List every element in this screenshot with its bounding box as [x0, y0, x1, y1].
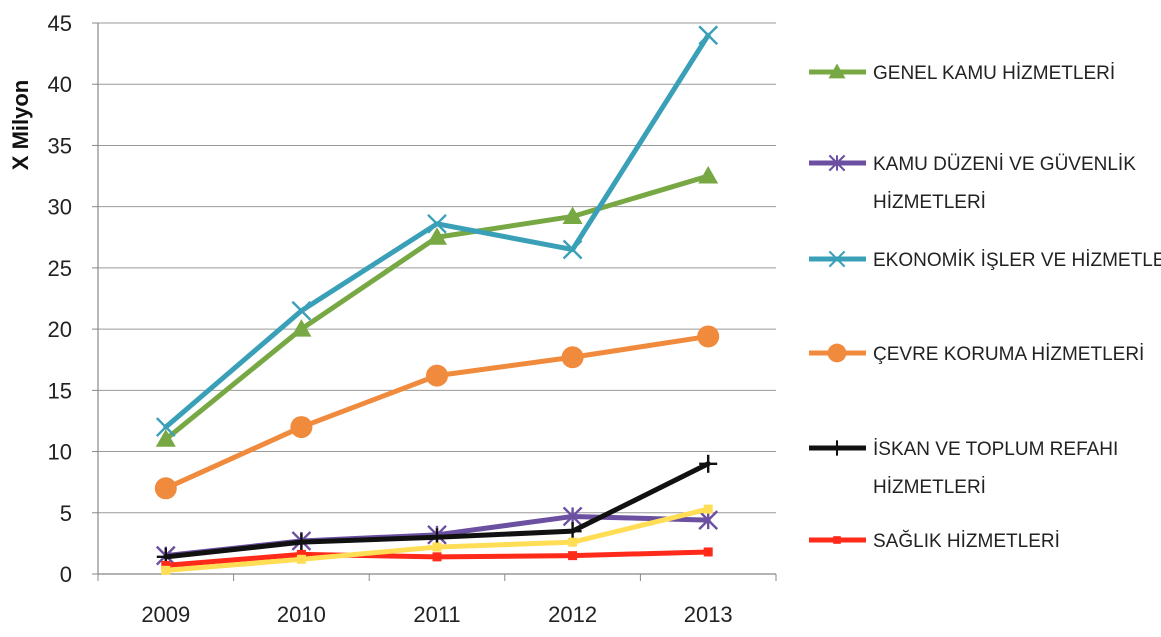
y-axis-label: X Milyon — [8, 80, 33, 170]
y-tick-label: 45 — [48, 11, 72, 36]
y-tick-label: 30 — [48, 195, 72, 220]
y-tick-label: 20 — [48, 317, 72, 342]
data-point-marker — [155, 429, 176, 447]
data-point-marker — [161, 560, 171, 570]
data-point-marker — [291, 300, 312, 321]
legend-item: SAĞLIK HİZMETLERİ — [809, 530, 1060, 552]
data-point-marker — [296, 554, 306, 564]
x-tick-labels: 2009 2010 2011 2012 2013 — [141, 602, 732, 627]
data-point-marker — [828, 154, 846, 172]
legend-item: ÇEVRE KORUMA HİZMETLERİ — [809, 343, 1144, 365]
data-point-marker — [290, 416, 313, 439]
y-tick-label: 5 — [60, 501, 72, 526]
data-point-marker — [828, 63, 846, 79]
data-point-marker — [154, 477, 177, 500]
legend-label: SAĞLIK HİZMETLERİ — [873, 530, 1060, 552]
y-tick-label: 0 — [60, 562, 72, 587]
y-tick-label: 35 — [48, 133, 72, 158]
series-3 — [154, 325, 720, 500]
data-point-marker — [568, 537, 578, 547]
data-point-marker — [697, 325, 720, 348]
data-point-marker — [828, 250, 846, 268]
x-tick-label: 2009 — [141, 602, 190, 627]
data-point-marker — [833, 536, 841, 544]
series-line — [163, 173, 711, 442]
data-point-marker — [827, 343, 847, 363]
legend-item: EKONOMİK İŞLER VE HİZMETLER — [809, 250, 1161, 271]
x-tick-label: 2012 — [548, 602, 597, 627]
data-point-marker — [699, 454, 718, 473]
data-point-marker — [703, 504, 713, 514]
legend-label: EKONOMİK İŞLER VE HİZMETLER — [873, 250, 1161, 271]
data-point-marker — [698, 166, 719, 184]
axes — [92, 22, 777, 581]
y-tick-label: 40 — [48, 72, 72, 97]
data-point-marker — [291, 319, 312, 337]
series-5 — [161, 547, 713, 570]
data-point-marker — [703, 547, 713, 557]
gridlines — [98, 22, 776, 514]
data-point-marker — [829, 440, 845, 456]
data-point-marker — [296, 549, 306, 559]
y-tick-label: 25 — [48, 256, 72, 281]
series-2 — [155, 25, 719, 437]
legend-item: GENEL KAMU HİZMETLERİ — [809, 63, 1115, 84]
data-point-marker — [155, 417, 176, 437]
legend-label: KAMU DÜZENİ VE GÜVENLİK — [873, 154, 1136, 175]
data-point-marker — [161, 565, 171, 575]
x-tick-label: 2010 — [277, 602, 326, 627]
data-point-marker — [698, 25, 719, 46]
data-point-marker — [561, 346, 584, 369]
x-tick-label: 2011 — [413, 602, 460, 627]
data-point-marker — [427, 227, 447, 245]
data-point-marker — [568, 551, 578, 561]
legend-label: GENEL KAMU HİZMETLERİ — [873, 63, 1115, 84]
y-tick-label: 10 — [48, 440, 72, 465]
legend-label: ÇEVRE KORUMA HİZMETLERİ — [873, 344, 1144, 365]
data-point-marker — [562, 239, 583, 260]
data-point-marker — [563, 522, 582, 541]
data-point-marker — [427, 213, 447, 234]
legend-label: HİZMETLERİ — [873, 477, 986, 498]
data-point-marker — [292, 533, 311, 552]
data-point-marker — [432, 552, 442, 562]
x-tick-label: 2013 — [684, 602, 733, 627]
legend-label: HİZMETLERİ — [873, 192, 986, 213]
data-point-marker — [562, 206, 583, 224]
data-point-marker — [432, 542, 442, 552]
series-0 — [155, 166, 719, 447]
legend-item: İSKAN VE TOPLUM REFAHI HİZMETLERİ — [809, 439, 1118, 498]
y-tick-label: 15 — [48, 378, 72, 403]
legend-label: İSKAN VE TOPLUM REFAHI — [873, 439, 1118, 460]
series-group — [154, 25, 720, 575]
series-6 — [161, 504, 713, 575]
data-point-marker — [426, 364, 448, 387]
data-point-marker — [698, 510, 719, 530]
legend-item: KAMU DÜZENİ VE GÜVENLİK HİZMETLERİ — [809, 154, 1136, 213]
y-tick-labels: 0 5 10 15 20 25 30 35 40 45 — [48, 11, 72, 587]
legend: GENEL KAMU HİZMETLERİ KAMU DÜZENİ VE GÜVE… — [809, 63, 1161, 552]
